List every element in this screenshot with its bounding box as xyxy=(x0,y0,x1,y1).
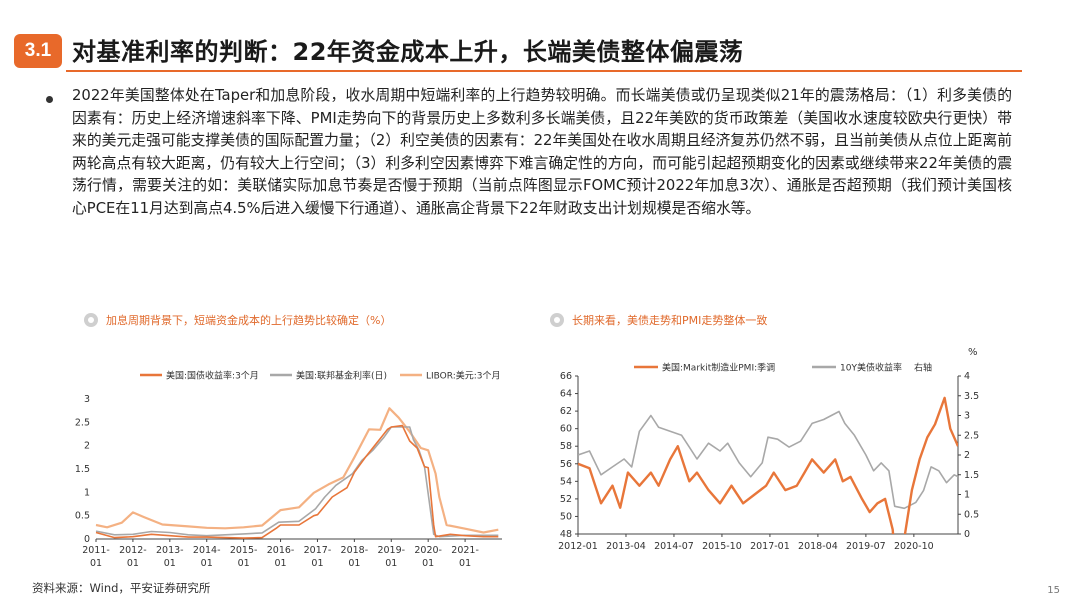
series-line-3 xyxy=(95,407,499,534)
y-tick-label: 1 xyxy=(84,487,90,498)
bullet-icon xyxy=(46,96,53,103)
y-tick-label-left: 62 xyxy=(560,406,572,417)
x-tick-label: 01 xyxy=(90,558,102,569)
source-note: 资料来源：Wind，平安证券研究所 xyxy=(32,581,211,595)
body-paragraph: 2022年美国整体处在Taper和加息阶段，收水周期中短端利率的上行趋势较明确。… xyxy=(72,87,1012,217)
x-tick-label: 01 xyxy=(127,558,139,569)
x-tick-label: 2013-04 xyxy=(606,541,646,552)
y-tick-label-left: 60 xyxy=(560,424,572,435)
y-tick-label: 1.5 xyxy=(75,464,90,475)
right-axis-unit: % xyxy=(968,347,978,358)
y-tick-label: 2 xyxy=(84,441,90,452)
legend-label: 右轴 xyxy=(914,362,932,374)
y-tick-label-left: 56 xyxy=(560,459,572,470)
pmi-yield-chart: 美国:Markit制造业PMI:季调 10Y美债收益率 右轴% 48 50 52 54 56 5… xyxy=(558,347,979,552)
x-tick-label: 2012- xyxy=(119,545,147,556)
y-tick-label-left: 58 xyxy=(560,441,572,452)
x-tick-label: 01 xyxy=(201,558,213,569)
x-tick-label: 2015- xyxy=(230,545,258,556)
x-tick-label: 2017- xyxy=(304,545,332,556)
x-tick-label: 2017-01 xyxy=(750,541,790,552)
y-tick-label-right: 0 xyxy=(964,529,970,540)
x-tick-label: 01 xyxy=(385,558,397,569)
y-tick-label-right: 2.5 xyxy=(964,430,979,441)
y-tick-label-left: 52 xyxy=(560,494,572,505)
x-tick-label: 2016- xyxy=(267,545,295,556)
left-chart-heading-text: 加息周期背景下，短端资金成本的上行趋势比较确定（%） xyxy=(106,314,392,327)
x-tick-label: 01 xyxy=(311,558,323,569)
x-tick-label: 2018- xyxy=(341,545,369,556)
x-tick-label: 2014-07 xyxy=(654,541,694,552)
title-divider xyxy=(66,70,1022,72)
series-line-pmi xyxy=(578,396,958,534)
x-tick-label: 2015-10 xyxy=(702,541,742,552)
x-tick-label: 01 xyxy=(164,558,176,569)
x-tick-label: 01 xyxy=(348,558,360,569)
y-tick-label-left: 54 xyxy=(560,476,572,487)
x-tick-label: 01 xyxy=(274,558,286,569)
y-tick-label-left: 64 xyxy=(560,389,572,400)
y-tick-label-left: 48 xyxy=(560,529,572,540)
y-tick-label: 0.5 xyxy=(75,511,90,522)
x-tick-label: 2021- xyxy=(451,545,479,556)
y-tick-label-right: 4 xyxy=(964,371,970,382)
right-chart-heading: 长期来看，美债走势和PMI走势整体一致 xyxy=(550,312,767,328)
y-tick-label-right: 1 xyxy=(964,490,970,501)
y-tick-label: 2.5 xyxy=(75,417,90,428)
legend-label: LIBOR:美元:3个月 xyxy=(426,370,501,382)
y-tick-label-left: 50 xyxy=(560,511,572,522)
x-tick-label: 01 xyxy=(238,558,250,569)
radio-bullet-icon xyxy=(84,313,98,327)
x-tick-label: 2018-04 xyxy=(798,541,838,552)
page-title: 对基准利率的判断：22年资金成本上升，长端美债整体偏震荡 xyxy=(72,38,744,66)
y-tick-label-right: 3.5 xyxy=(964,391,979,402)
y-tick-label: 0 xyxy=(84,534,90,545)
y-tick-label-right: 3 xyxy=(964,411,970,422)
y-tick-label: 3 xyxy=(84,394,90,405)
x-tick-label: 01 xyxy=(459,558,471,569)
legend-label: 美国:Markit制造业PMI:季调 xyxy=(662,362,775,374)
page-number: 15 xyxy=(1047,585,1060,596)
x-tick-label: 2020- xyxy=(414,545,442,556)
legend-label: 美国:国债收益率:3个月 xyxy=(166,370,259,382)
legend-label: 10Y美债收益率 xyxy=(840,362,902,374)
x-tick-label: 2011- xyxy=(82,545,110,556)
x-tick-label: 2014- xyxy=(193,545,221,556)
series-line-1 xyxy=(95,424,499,539)
x-tick-label: 2013- xyxy=(156,545,184,556)
x-tick-label: 2020-10 xyxy=(894,541,934,552)
y-tick-label-right: 1.5 xyxy=(964,470,979,481)
y-tick-label-right: 2 xyxy=(964,450,970,461)
x-tick-label: 2019- xyxy=(377,545,405,556)
right-chart-heading-text: 长期来看，美债走势和PMI走势整体一致 xyxy=(572,314,768,327)
radio-bullet-icon xyxy=(550,313,564,327)
section-number-badge: 3.1 xyxy=(14,34,62,68)
short-rate-chart: 美国:国债收益率:3个月 美国:联邦基金利率(日) LIBOR:美元:3个月 0 0.5… xyxy=(75,370,502,569)
y-tick-label-right: 0.5 xyxy=(964,509,979,520)
legend-label: 美国:联邦基金利率(日) xyxy=(296,370,387,382)
x-tick-label: 2012-01 xyxy=(558,541,598,552)
series-line-yield xyxy=(578,410,958,510)
y-tick-label-left: 66 xyxy=(560,371,572,382)
x-tick-label: 2019-07 xyxy=(846,541,886,552)
left-chart-heading: 加息周期背景下，短端资金成本的上行趋势比较确定（%） xyxy=(84,312,391,328)
x-tick-label: 01 xyxy=(422,558,434,569)
